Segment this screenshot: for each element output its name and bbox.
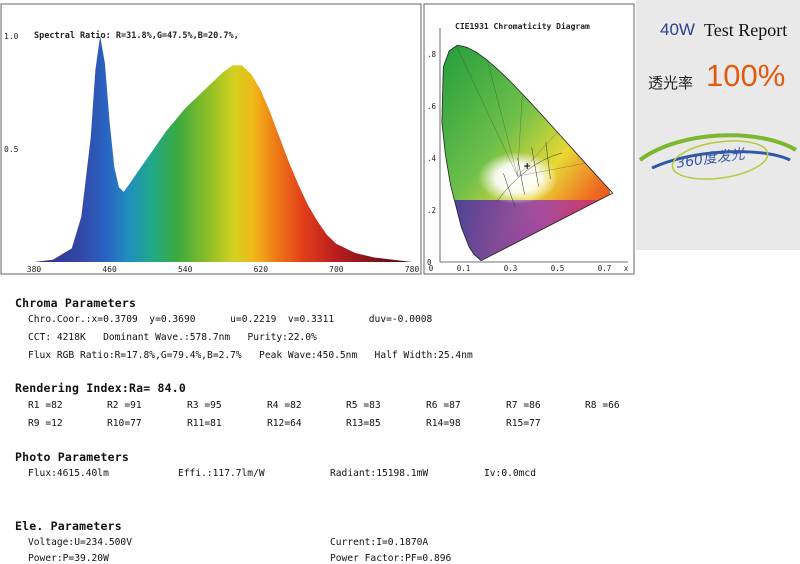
- r7: R7 =86: [506, 400, 541, 411]
- ele-current: Current:I=0.1870A: [330, 537, 429, 548]
- spectrum-x-ticks: 380 460 540 620 700 780: [27, 265, 420, 274]
- r4: R4 =82: [267, 400, 302, 411]
- spectrum-y-tick-1: 0.5: [4, 145, 19, 154]
- r2: R2 =91: [107, 400, 142, 411]
- report-title: Test Report: [704, 20, 788, 40]
- ele-heading: Ele. Parameters: [15, 519, 122, 533]
- ele-power: Power:P=39.20W: [28, 553, 109, 564]
- report-wattage: 40W: [660, 20, 695, 39]
- r3: R3 =95: [187, 400, 222, 411]
- chroma-heading: Chroma Parameters: [15, 296, 137, 310]
- cie-y-tick-1: .6: [427, 102, 437, 111]
- r9: R9 =12: [28, 418, 63, 429]
- cie-y-ticks: .8 .6 .4 .2 0: [427, 50, 437, 267]
- spectrum-x-tick-0: 380: [27, 265, 42, 274]
- spectrum-y-tick-0: 1.0: [4, 32, 19, 41]
- cie-x-tick-2: 0.3: [504, 264, 518, 273]
- cie-x-tick-0: 0: [429, 264, 434, 273]
- cie-x-ticks: 0 0.1 0.3 0.5 0.7 x: [429, 264, 629, 273]
- r11: R11=81: [187, 418, 222, 429]
- cie-y-tick-3: .2: [427, 206, 436, 215]
- r5: R5 =83: [346, 400, 381, 411]
- r8: R8 =66: [585, 400, 620, 411]
- ele-power-factor: Power Factor:PF=0.896: [330, 553, 452, 564]
- cie-isotherm-lines: [456, 46, 586, 208]
- chroma-line-1: Chro.Coor.:x=0.3709 y=0.3690 u=0.2219 v=…: [28, 314, 433, 325]
- cie-title: CIE1931 Chromaticity Diagram: [455, 21, 590, 31]
- spectrum-title: Spectral Ratio: R=31.8%,G=47.5%,B=20.7%,: [34, 30, 239, 41]
- transmittance-value: 100%: [706, 58, 786, 93]
- photo-radiant: Radiant:15198.1mW: [330, 468, 429, 479]
- photo-effi: Effi.:117.7lm/W: [178, 468, 265, 479]
- cie-x-tick-4: 0.7: [598, 264, 612, 273]
- r15: R15=77: [506, 418, 541, 429]
- r14: R14=98: [426, 418, 461, 429]
- chroma-line-3: Flux RGB Ratio:R=17.8%,G=79.4%,B=2.7% Pe…: [28, 350, 473, 361]
- cie-x-tick-1: 0.1: [457, 264, 471, 273]
- spectrum-x-tick-1: 460: [102, 265, 117, 274]
- cie-measured-points: [524, 163, 531, 170]
- r10: R10=77: [107, 418, 142, 429]
- cie-y-tick-4: 0: [427, 258, 432, 267]
- cie-x-tick-5: x: [624, 264, 629, 273]
- photo-flux: Flux:4615.40lm: [28, 468, 109, 479]
- charts-area: Spectral Ratio: R=31.8%,G=47.5%,B=20.7%,…: [0, 0, 800, 275]
- swoosh-logo: [638, 133, 798, 180]
- rendering-heading: Rendering Index:Ra= 84.0: [15, 381, 186, 395]
- photo-heading: Photo Parameters: [15, 450, 129, 464]
- transmittance-label: 透光率: [648, 74, 694, 92]
- cie-point-0: [524, 163, 531, 170]
- spectrum-x-tick-3: 620: [254, 265, 269, 274]
- chroma-line-2: CCT: 4218K Dominant Wave.:578.7nm Purity…: [28, 332, 317, 343]
- spectrum-x-tick-5: 780: [405, 265, 420, 274]
- r13: R13=85: [346, 418, 381, 429]
- spectrum-area: [34, 36, 412, 262]
- cie-x-tick-3: 0.5: [551, 264, 565, 273]
- spectrum-y-ticks: 1.0 0.5: [4, 32, 19, 154]
- spectrum-x-tick-2: 540: [178, 265, 193, 274]
- spectrum-x-tick-4: 700: [329, 265, 344, 274]
- r12: R12=64: [267, 418, 302, 429]
- ele-voltage: Voltage:U=234.500V: [28, 537, 132, 548]
- r1: R1 =82: [28, 400, 63, 411]
- cie-y-tick-2: .4: [427, 154, 437, 163]
- report-panel: [636, 0, 800, 250]
- photo-iv: Iv:0.0mcd: [484, 468, 536, 479]
- r6: R6 =87: [426, 400, 461, 411]
- cie-y-tick-0: .8: [427, 50, 437, 59]
